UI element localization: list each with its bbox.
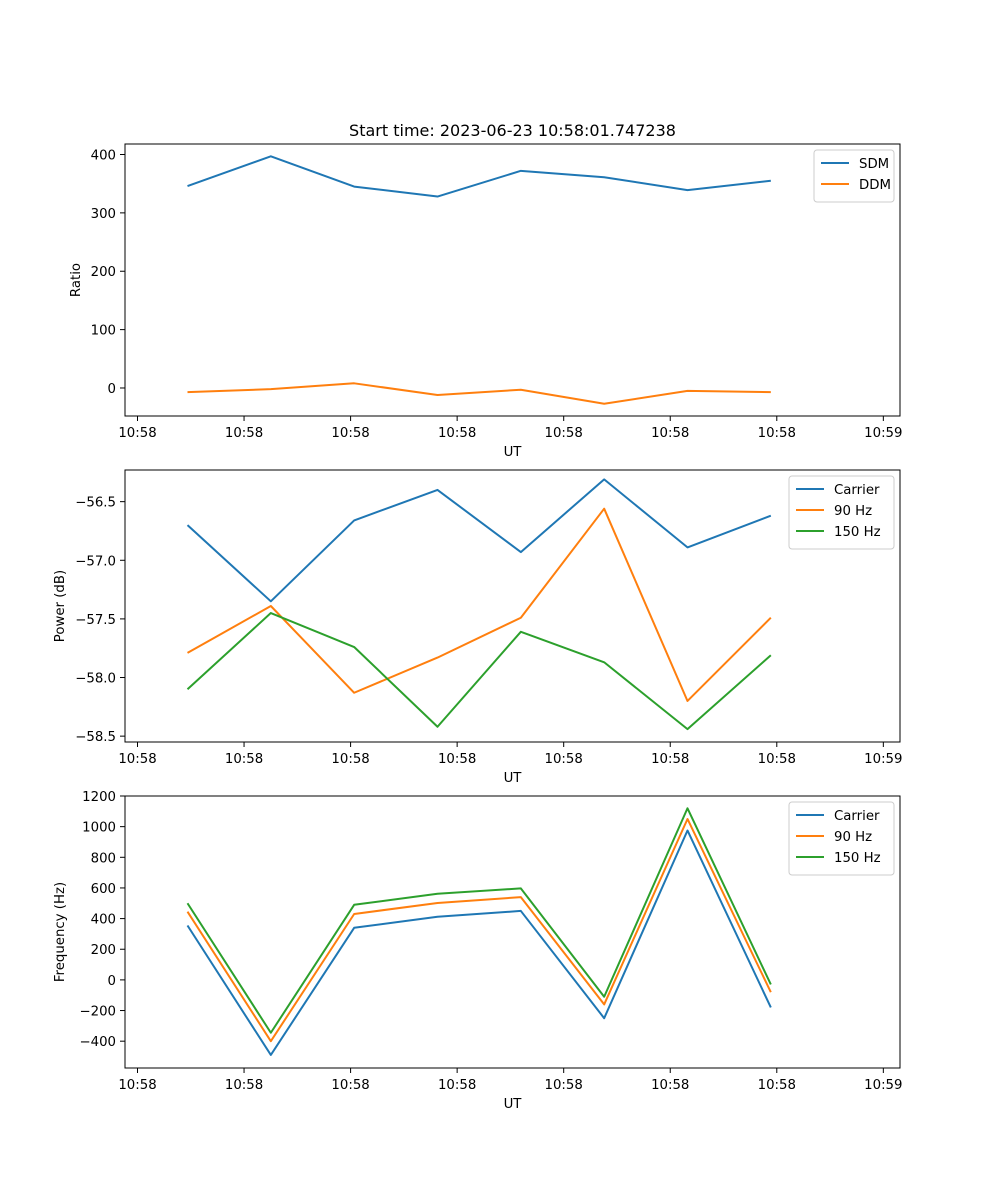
x-tick-label: 10:58 — [331, 752, 369, 767]
y-tick-label: −200 — [79, 1005, 116, 1020]
legend-label: 150 Hz — [834, 851, 881, 866]
x-tick-label: 10:59 — [864, 426, 902, 441]
x-tick-label: 10:58 — [118, 426, 156, 441]
x-tick-label: 10:58 — [118, 1078, 156, 1093]
x-tick-label: 10:58 — [545, 1078, 583, 1093]
x-tick-label: 10:58 — [651, 752, 689, 767]
legend-label: Carrier — [834, 809, 880, 824]
x-tick-label: 10:58 — [438, 752, 476, 767]
y-tick-label: −56.5 — [75, 496, 116, 511]
chart-panel-2: 10:58 10:58 10:58 10:58 10:58 10:58 10:58 10:59… — [53, 469, 902, 786]
y-tick-label: 1000 — [82, 821, 116, 836]
legend-label: 150 Hz — [834, 525, 881, 540]
y-tick-label: 100 — [91, 324, 116, 339]
x-axis-label: UT — [504, 445, 523, 460]
y-tick-label: 0 — [108, 382, 116, 397]
series-line-150-hz — [186, 612, 772, 731]
y-tick-label: 200 — [91, 943, 116, 958]
series-line-carrier — [186, 829, 772, 1056]
x-tick-label: 10:59 — [864, 1078, 902, 1093]
y-tick-label: −58.5 — [75, 730, 116, 745]
y-tick-label: 400 — [91, 913, 116, 928]
y-axis-label: Ratio — [69, 263, 84, 297]
series-line-ddm — [187, 382, 771, 405]
legend-label: SDM — [859, 157, 889, 172]
x-tick-label: 10:58 — [545, 752, 583, 767]
x-tick-label: 10:58 — [225, 1078, 263, 1093]
x-tick-label: 10:58 — [651, 1078, 689, 1093]
series-line-sdm — [187, 155, 771, 198]
x-tick-label: 10:58 — [225, 752, 263, 767]
y-tick-label: 200 — [91, 265, 116, 280]
legend: Carrier 90 Hz 150 Hz — [788, 801, 895, 876]
chart-panel-1: Start time: 2023-06-23 10:58:01.747238 10… — [69, 121, 902, 460]
chart-panel-3: 10:58 10:58 10:58 10:58 10:58 10:58 10:58 10:59… — [53, 790, 902, 1112]
y-tick-label: −57.5 — [75, 613, 116, 628]
series-line-carrier — [186, 478, 772, 603]
x-tick-label: 10:58 — [758, 752, 796, 767]
x-tick-label: 10:58 — [331, 426, 369, 441]
y-tick-label: −400 — [79, 1035, 116, 1050]
axes-frame — [124, 143, 901, 417]
y-axis-label: Frequency (Hz) — [53, 882, 68, 982]
legend-label: Carrier — [834, 483, 880, 498]
x-axis-label: UT — [504, 771, 523, 786]
legend: SDM DDM — [813, 149, 895, 203]
y-tick-label: 1200 — [82, 790, 116, 805]
x-tick-label: 10:58 — [118, 752, 156, 767]
series-line-90-hz — [186, 817, 772, 1043]
series-line-150-hz — [186, 807, 772, 1034]
x-tick-label: 10:58 — [438, 1078, 476, 1093]
axes-frame — [124, 469, 901, 743]
legend-label: 90 Hz — [834, 504, 872, 519]
y-tick-label: 300 — [91, 207, 116, 222]
legend: Carrier 90 Hz 150 Hz — [788, 475, 895, 550]
legend-label: DDM — [859, 178, 891, 193]
y-tick-label: −57.0 — [75, 554, 116, 569]
x-tick-label: 10:58 — [651, 426, 689, 441]
axes-frame — [124, 795, 901, 1069]
x-axis-label: UT — [504, 1097, 523, 1112]
legend-label: 90 Hz — [834, 830, 872, 845]
x-tick-label: 10:59 — [864, 752, 902, 767]
series-line-90-hz — [187, 507, 772, 702]
y-tick-label: −58.0 — [75, 672, 116, 687]
x-tick-label: 10:58 — [758, 1078, 796, 1093]
chart-title: Start time: 2023-06-23 10:58:01.747238 — [349, 121, 676, 140]
x-tick-label: 10:58 — [758, 426, 796, 441]
x-tick-label: 10:58 — [331, 1078, 369, 1093]
x-tick-label: 10:58 — [225, 426, 263, 441]
x-tick-label: 10:58 — [545, 426, 583, 441]
y-tick-label: 800 — [91, 851, 116, 866]
y-tick-label: 600 — [91, 882, 116, 897]
y-tick-label: 400 — [91, 149, 116, 164]
x-tick-label: 10:58 — [438, 426, 476, 441]
y-tick-label: 0 — [108, 974, 116, 989]
y-axis-label: Power (dB) — [53, 570, 68, 642]
